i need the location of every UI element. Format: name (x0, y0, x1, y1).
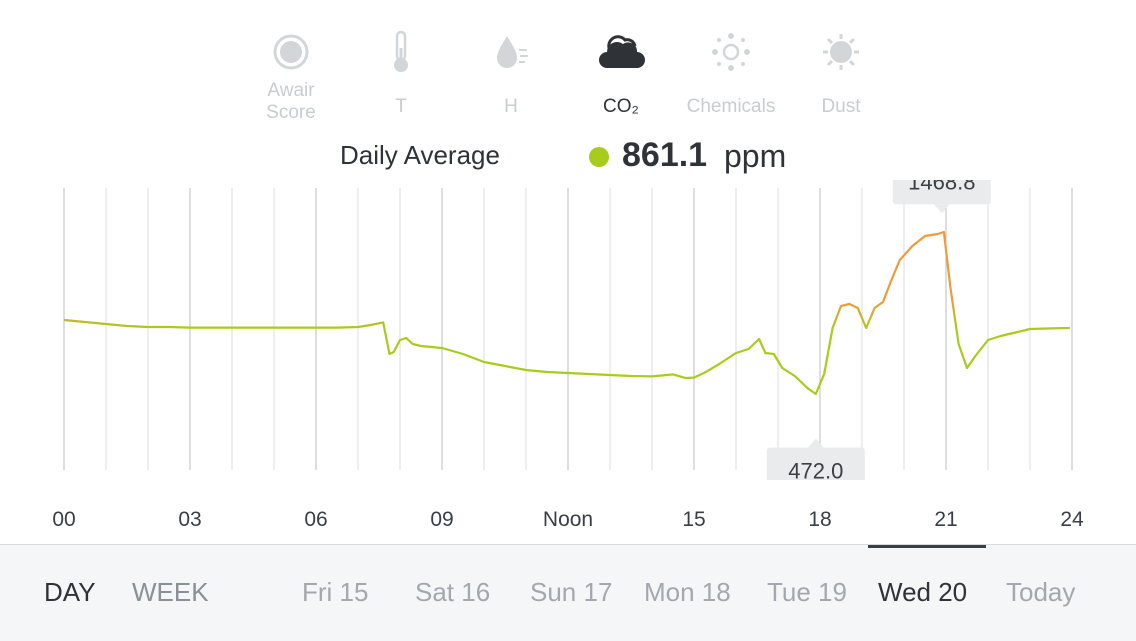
x-tick-label: 06 (304, 508, 328, 531)
x-tick-label: 21 (934, 508, 958, 531)
daily-average-unit: ppm (724, 138, 787, 174)
metric-chemicals[interactable]: Chemicals (676, 28, 786, 118)
metric-co2[interactable]: CO₂ (566, 28, 676, 118)
min-callout-label: 472.0 (788, 459, 843, 480)
x-tick-label: 03 (178, 508, 202, 531)
daily-average-summary: Daily Average 861.1 ppm (0, 136, 1136, 178)
co2-cloud-icon (599, 35, 645, 68)
day-tab-mon-18[interactable]: Mon 18 (644, 577, 731, 607)
day-tab-today[interactable]: Today (1006, 577, 1076, 607)
metric-label-t: T (395, 96, 407, 117)
daily-average-title: Daily Average (340, 140, 500, 170)
chemicals-icon (712, 33, 750, 71)
x-tick-label: 24 (1060, 508, 1084, 531)
bottom-tab-bar: DAY WEEK Fri 15 Sat 16 Sun 17 Mon 18 Tue… (0, 544, 1136, 641)
x-tick-label: 09 (430, 508, 454, 531)
daily-average-value: 861.1 (622, 136, 708, 174)
status-dot (589, 147, 609, 167)
awair-score-icon (273, 34, 309, 70)
metric-label-chemicals: Chemicals (686, 96, 776, 117)
x-tick-label: 18 (808, 508, 832, 531)
metric-selector: Awair Score T H CO₂ (236, 28, 896, 128)
thermometer-icon (394, 30, 408, 72)
metric-label-awair: Awair Score (266, 80, 316, 123)
chart-callouts: 1468.8 472.0 (766, 180, 991, 480)
co2-series-line (63, 230, 1070, 396)
day-tab-tue-19[interactable]: Tue 19 (767, 577, 847, 607)
x-tick-label: 00 (52, 508, 76, 531)
humidity-drop-icon (497, 36, 528, 68)
day-tab-sat-16[interactable]: Sat 16 (415, 577, 491, 607)
metric-label-co2: CO₂ (603, 96, 639, 117)
metric-humidity[interactable]: H (456, 28, 566, 118)
day-tab-fri-15[interactable]: Fri 15 (302, 577, 369, 607)
tab-week[interactable]: WEEK (132, 577, 209, 607)
metric-label-h: H (504, 96, 518, 117)
co2-line-chart[interactable]: 1468.8 472.0 (0, 180, 1136, 480)
dust-icon (823, 34, 859, 70)
min-callout: 472.0 (766, 438, 865, 480)
chart-gridlines (63, 188, 1073, 470)
metric-awair-score[interactable]: Awair Score (236, 28, 346, 124)
metric-temperature[interactable]: T (346, 28, 456, 118)
selected-day-indicator (868, 545, 986, 548)
day-tab-wed-20[interactable]: Wed 20 (878, 577, 968, 607)
metric-dust[interactable]: Dust (786, 28, 896, 118)
max-callout: 1468.8 (892, 180, 991, 214)
day-tab-sun-17[interactable]: Sun 17 (530, 577, 613, 607)
tab-day[interactable]: DAY (44, 577, 96, 607)
metric-label-dust: Dust (821, 96, 861, 117)
max-callout-label: 1468.8 (908, 180, 975, 194)
x-tick-label: 15 (682, 508, 706, 531)
x-tick-label: Noon (542, 508, 594, 531)
